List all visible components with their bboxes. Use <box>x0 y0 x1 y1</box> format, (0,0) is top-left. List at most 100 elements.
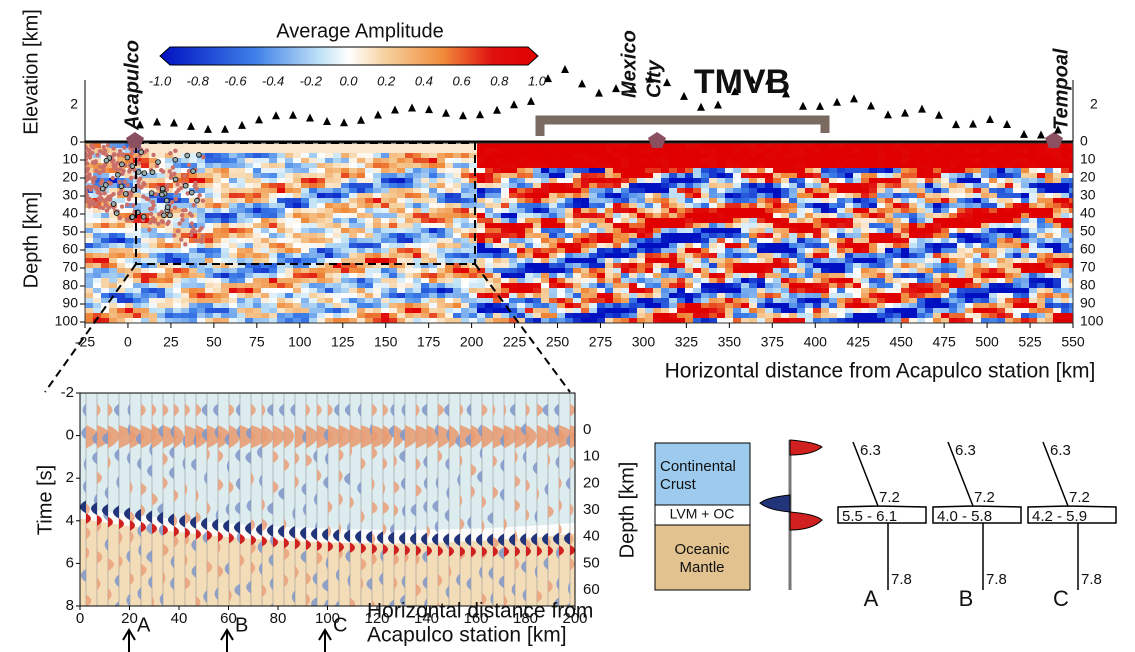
trace-pulse <box>149 443 152 457</box>
section-cell <box>653 203 662 209</box>
section-cell <box>557 253 566 259</box>
section-cell <box>421 168 430 174</box>
section-cell <box>181 163 190 169</box>
section-cell <box>981 248 990 254</box>
section-cell <box>669 303 678 309</box>
section-cell <box>1053 183 1062 189</box>
section-cell <box>309 238 318 244</box>
section-cell <box>901 298 910 304</box>
section-cell <box>405 178 414 184</box>
section-cell <box>173 208 182 214</box>
section-cell <box>821 228 830 234</box>
section-cell <box>333 198 342 204</box>
section-cell <box>405 248 414 254</box>
section-cell <box>413 163 422 169</box>
section-cell <box>501 213 510 219</box>
section-cell <box>573 228 582 234</box>
section-cell <box>325 318 334 323</box>
section-cell <box>293 308 302 314</box>
section-cell <box>701 268 710 274</box>
section-cell <box>333 148 342 154</box>
section-cell <box>349 288 358 294</box>
section-cell <box>141 298 150 304</box>
section-cell <box>397 218 406 224</box>
section-cell <box>437 153 446 159</box>
section-cell <box>189 243 198 249</box>
section-cell <box>229 163 238 169</box>
section-cell <box>597 193 606 199</box>
section-cell <box>653 288 662 294</box>
section-cell <box>573 318 582 323</box>
section-cell <box>117 233 126 239</box>
section-cell <box>85 178 94 184</box>
section-cell <box>341 238 350 244</box>
trace-pulse <box>201 403 207 417</box>
earthquake-highlight <box>115 172 121 178</box>
section-cell <box>1045 313 1054 319</box>
trace-pulse <box>193 434 196 448</box>
section-cell <box>517 273 526 279</box>
section-cell <box>789 218 798 224</box>
section-cell <box>1053 308 1062 314</box>
trace-pulse <box>174 403 179 417</box>
section-cell <box>821 188 830 194</box>
trace-pulse <box>190 516 196 529</box>
section-cell <box>669 258 678 264</box>
section-cell <box>885 153 894 159</box>
section-cell <box>973 253 982 259</box>
section-cell <box>653 313 662 319</box>
section-cell <box>893 318 902 323</box>
section-cell <box>805 298 814 304</box>
section-cell <box>1037 303 1046 309</box>
section-cell <box>445 198 454 204</box>
section-cell <box>405 278 414 284</box>
section-cell <box>829 283 838 289</box>
section-cell <box>469 218 478 224</box>
section-cell <box>885 298 894 304</box>
section-cell <box>669 298 678 304</box>
section-cell <box>117 173 126 179</box>
section-cell <box>949 158 958 164</box>
section-cell <box>605 288 614 294</box>
section-cell <box>381 253 390 259</box>
section-cell <box>549 143 558 149</box>
section-cell <box>621 258 630 264</box>
section-cell <box>229 193 238 199</box>
section-cell <box>789 183 798 189</box>
section-cell <box>477 208 486 214</box>
section-cell <box>381 258 390 264</box>
section-cell <box>453 208 462 214</box>
section-cell <box>269 243 278 249</box>
section-cell <box>141 273 150 279</box>
section-cell <box>421 233 430 239</box>
section-cell <box>325 253 334 259</box>
section-cell <box>853 148 862 154</box>
section-cell <box>341 163 350 169</box>
section-cell <box>645 258 654 264</box>
section-cell <box>717 258 726 264</box>
section-cell <box>669 213 678 219</box>
section-cell <box>429 238 438 244</box>
section-cell <box>973 178 982 184</box>
section-cell <box>405 183 414 189</box>
section-cell <box>325 288 334 294</box>
section-cell <box>245 233 254 239</box>
section-cell <box>509 308 518 314</box>
section-cell <box>669 148 678 154</box>
section-cell <box>973 238 982 244</box>
section-cell <box>741 233 750 239</box>
section-cell <box>189 288 198 294</box>
section-cell <box>957 283 966 289</box>
section-cell <box>1037 218 1046 224</box>
section-cell <box>477 293 486 299</box>
section-cell <box>725 193 734 199</box>
section-cell <box>525 193 534 199</box>
section-cell <box>437 278 446 284</box>
section-cell <box>301 183 310 189</box>
section-cell <box>229 198 238 204</box>
section-cell <box>957 268 966 274</box>
section-cell <box>205 263 214 269</box>
section-cell <box>837 203 846 209</box>
section-cell <box>813 208 822 214</box>
section-cell <box>901 243 910 249</box>
